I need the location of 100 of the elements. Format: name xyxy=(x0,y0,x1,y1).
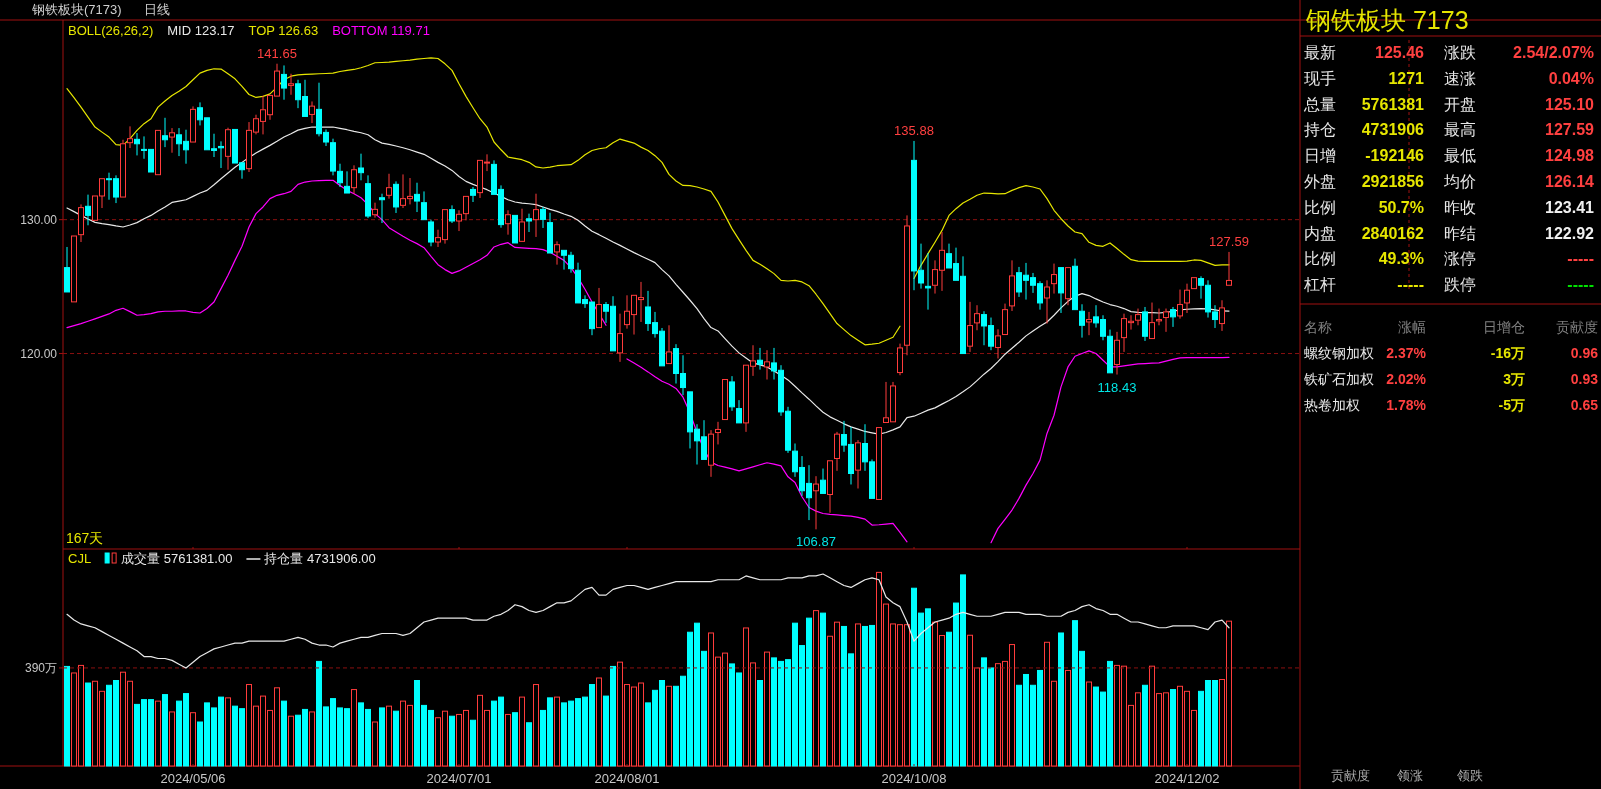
annotation: 106.87 xyxy=(796,534,836,550)
candlestick xyxy=(904,214,910,356)
y-tick-label: 390万 xyxy=(24,660,57,675)
candlestick xyxy=(218,140,224,169)
bar xyxy=(85,682,91,767)
x-tick-label: 2024/08/01 xyxy=(594,771,660,786)
text: ----- xyxy=(1397,276,1424,294)
bar xyxy=(1065,669,1071,767)
chart-title: CJL xyxy=(68,551,92,566)
candlestick xyxy=(127,125,133,149)
candlestick xyxy=(764,349,770,381)
candlestick xyxy=(463,195,469,221)
text: 2.54/2.07% xyxy=(1513,44,1594,61)
candlestick xyxy=(344,170,350,194)
bar xyxy=(64,665,70,767)
text: 昨收 xyxy=(1444,198,1476,216)
candlestick xyxy=(505,209,511,236)
candlestick xyxy=(708,429,714,478)
text: 铁矿石加权 xyxy=(1303,371,1374,387)
text: 0.04% xyxy=(1548,69,1594,87)
text: 热卷加权 xyxy=(1304,397,1360,413)
bar xyxy=(855,623,861,767)
text: 122.92 xyxy=(1545,224,1595,242)
text: 0.65 xyxy=(1570,397,1599,413)
candlestick xyxy=(169,127,175,154)
text: MID 123.17 xyxy=(167,23,235,38)
bar xyxy=(764,651,770,767)
candlestick xyxy=(925,252,931,311)
candlestick xyxy=(85,194,91,226)
candlestick xyxy=(547,212,553,254)
text: 贡献度 xyxy=(1556,319,1598,335)
text: 螺纹钢加权 xyxy=(1304,345,1374,361)
bar xyxy=(666,685,672,767)
candlestick xyxy=(1051,263,1057,295)
candlestick xyxy=(1044,279,1050,325)
candlestick xyxy=(512,214,518,244)
candlestick xyxy=(666,324,672,365)
text: 杠杆 xyxy=(1303,276,1336,294)
bar xyxy=(526,722,532,767)
candlestick xyxy=(834,431,840,472)
bar xyxy=(820,612,826,767)
bar xyxy=(309,711,315,767)
text: 0.93 xyxy=(1570,371,1599,387)
candlestick xyxy=(855,439,861,489)
text: 贡献度 xyxy=(1330,768,1370,783)
candlestick xyxy=(162,117,168,148)
candlestick xyxy=(1086,311,1092,336)
bar xyxy=(393,710,399,767)
x-tick-label: 2024/12/02 xyxy=(1154,771,1220,786)
candlestick xyxy=(827,460,833,514)
text: 日增 xyxy=(1304,147,1336,165)
text: 123.41 xyxy=(1545,198,1595,216)
candlestick xyxy=(722,379,728,421)
candlestick xyxy=(540,206,546,229)
text: 3万 xyxy=(1503,371,1525,387)
candlestick xyxy=(1170,306,1176,328)
bar xyxy=(288,715,294,767)
text: 126.14 xyxy=(1545,173,1595,190)
candlestick xyxy=(372,202,378,219)
y-tick-label: 130.00 xyxy=(20,212,58,227)
text: 速涨 xyxy=(1444,69,1476,87)
candlestick xyxy=(449,204,455,224)
text: 现手 xyxy=(1304,69,1336,87)
text: 跌停 xyxy=(1444,276,1476,294)
text: 领涨 xyxy=(1397,768,1423,783)
candlestick xyxy=(974,304,980,331)
text: 124.98 xyxy=(1545,147,1595,165)
candlestick xyxy=(596,287,602,329)
candlestick xyxy=(1072,258,1078,311)
text: 名称 xyxy=(1304,319,1332,335)
text: 持仓 xyxy=(1304,121,1336,139)
annotation: 127.59 xyxy=(1209,233,1249,249)
candlestick xyxy=(1163,308,1169,333)
text: 外盘 xyxy=(1304,173,1336,190)
x-tick-label: 2024/10/08 xyxy=(881,771,947,786)
candlestick xyxy=(393,180,399,214)
bar xyxy=(470,719,476,767)
candlestick xyxy=(820,468,826,494)
candlestick xyxy=(757,347,763,371)
candlestick xyxy=(736,399,742,424)
text: -16万 xyxy=(1490,345,1525,361)
bar xyxy=(155,700,161,767)
text: 领跌 xyxy=(1457,768,1483,783)
candlestick xyxy=(428,219,434,247)
candlestick xyxy=(813,475,819,530)
bar xyxy=(351,689,357,767)
text: 125.10 xyxy=(1545,95,1595,113)
text: 涨停 xyxy=(1444,250,1476,268)
candlestick xyxy=(288,73,294,96)
candlestick xyxy=(1149,302,1155,340)
text: 50.7% xyxy=(1378,198,1424,216)
bar xyxy=(505,713,511,767)
bar xyxy=(757,680,763,767)
bar xyxy=(596,677,602,767)
candlestick xyxy=(1114,331,1120,376)
candlestick xyxy=(379,193,385,224)
text: TOP 126.63 xyxy=(248,23,319,38)
candlestick xyxy=(1142,306,1148,342)
candlestick xyxy=(1177,289,1183,320)
candlestick xyxy=(71,235,77,303)
